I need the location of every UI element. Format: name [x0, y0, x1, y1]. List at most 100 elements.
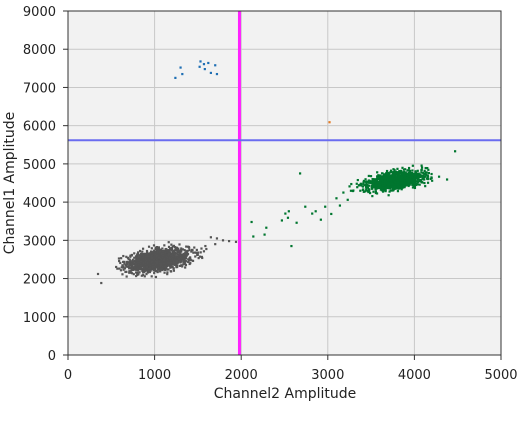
data-point — [328, 121, 331, 124]
cluster-point — [135, 256, 138, 259]
cluster-point — [163, 250, 166, 253]
cluster-point — [126, 261, 129, 264]
cluster-point — [163, 260, 166, 263]
data-point — [202, 63, 206, 66]
cluster-point — [159, 267, 162, 271]
cluster-point — [427, 168, 430, 171]
cluster-point — [164, 268, 167, 272]
data-point — [304, 205, 307, 208]
cluster-point — [125, 275, 128, 278]
cluster-point — [172, 261, 176, 265]
cluster-point — [424, 171, 427, 174]
data-point — [203, 68, 206, 71]
cluster-point — [173, 250, 176, 253]
cluster-point — [399, 170, 402, 173]
data-point — [221, 239, 225, 242]
cluster-point — [383, 184, 386, 187]
cluster-point — [164, 248, 167, 251]
cluster-point — [437, 175, 441, 178]
cluster-point — [156, 253, 159, 256]
cluster-point — [180, 257, 183, 260]
cluster-point — [423, 169, 426, 172]
data-point — [214, 243, 217, 246]
data-points — [96, 60, 457, 285]
cluster-point — [176, 261, 179, 264]
cluster-point — [141, 250, 144, 253]
cluster-point — [393, 177, 396, 180]
cluster-point — [403, 170, 406, 174]
cluster-point — [367, 179, 371, 182]
cluster-point — [118, 267, 121, 270]
cluster-point — [420, 171, 423, 174]
data-point — [179, 66, 182, 69]
cluster-point — [177, 250, 180, 254]
cluster-point — [375, 192, 379, 195]
cluster-point — [145, 265, 149, 269]
cluster-point — [408, 173, 411, 176]
cluster-point — [362, 190, 365, 193]
cluster-point — [148, 266, 152, 270]
cluster-point — [166, 273, 169, 276]
cluster-point — [374, 182, 377, 186]
cluster-point — [177, 247, 180, 250]
cluster-point — [127, 258, 130, 261]
cluster-point — [182, 263, 185, 266]
cluster-point — [388, 187, 391, 190]
cluster-point — [394, 177, 398, 180]
cluster-point — [172, 269, 176, 272]
cluster-point — [420, 169, 423, 172]
cluster-point — [166, 263, 169, 266]
cluster-point — [139, 267, 142, 270]
cluster-point — [175, 252, 178, 255]
cluster-point — [185, 254, 188, 258]
cluster-point — [143, 266, 147, 269]
cluster-point — [139, 258, 143, 261]
cluster-point — [166, 268, 169, 271]
cluster-point — [136, 256, 140, 259]
cluster-point — [165, 266, 168, 269]
cluster-point — [374, 191, 377, 195]
cluster-point — [420, 174, 424, 177]
cluster-point — [381, 184, 385, 187]
cluster-point — [119, 269, 123, 272]
cluster-point — [162, 259, 165, 262]
data-point — [284, 212, 287, 215]
cluster-point — [157, 266, 160, 269]
cluster-point — [368, 189, 371, 192]
data-point — [324, 205, 327, 208]
cluster-point — [385, 177, 388, 180]
cluster-point — [422, 171, 425, 174]
cluster-point — [420, 164, 423, 167]
y-tick-label: 3000 — [23, 234, 56, 249]
cluster-point — [143, 255, 146, 258]
cluster-point — [418, 173, 421, 176]
y-tick-label: 9000 — [23, 5, 56, 20]
cluster-point — [430, 176, 433, 180]
cluster-point — [152, 264, 156, 268]
cluster-point — [405, 184, 408, 187]
cluster-point — [149, 264, 152, 267]
cluster-point — [139, 256, 142, 259]
cluster-point — [393, 168, 396, 172]
cluster-point — [115, 265, 118, 269]
cluster-point — [129, 266, 132, 269]
cluster-point — [173, 246, 177, 249]
cluster-point — [157, 261, 160, 265]
cluster-point — [395, 187, 398, 190]
cluster-point — [361, 185, 364, 188]
cluster-point — [414, 171, 417, 174]
data-point — [181, 72, 184, 76]
cluster-point — [155, 258, 159, 261]
cluster-point — [172, 251, 176, 254]
cluster-point — [157, 259, 160, 263]
cluster-point — [189, 262, 192, 265]
cluster-point — [117, 257, 121, 260]
cluster-point — [118, 259, 121, 263]
cluster-point — [182, 260, 185, 264]
cluster-point — [399, 172, 403, 175]
data-point — [295, 221, 298, 224]
cluster-point — [431, 179, 434, 182]
cluster-point — [388, 179, 391, 182]
data-point — [290, 244, 293, 248]
cluster-point — [368, 181, 371, 184]
